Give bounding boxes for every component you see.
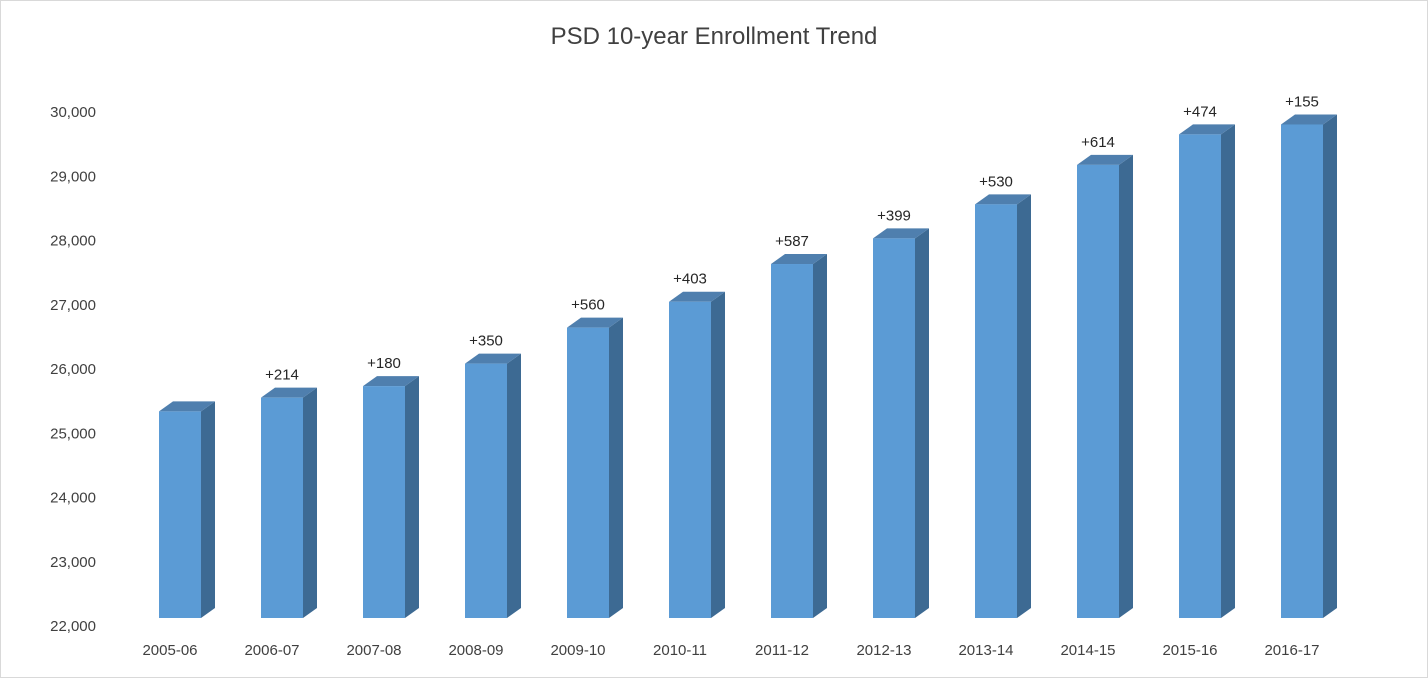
bar-top: [1179, 124, 1235, 135]
data-label: +614: [1081, 134, 1115, 151]
bar: [261, 387, 317, 618]
y-tick-label: 26,000: [50, 361, 96, 378]
bar-side: [915, 228, 929, 618]
bar-front: [1077, 164, 1119, 618]
bar-side: [1017, 194, 1031, 618]
bar-side: [201, 401, 215, 618]
y-tick-label: 23,000: [50, 554, 96, 571]
bar-top: [567, 317, 623, 328]
x-tick-label: 2008-09: [448, 642, 503, 659]
chart-title: PSD 10-year Enrollment Trend: [551, 23, 878, 50]
bars-group: [159, 114, 1337, 618]
bar: [873, 228, 929, 618]
bar-front: [1281, 124, 1323, 618]
bar-front: [261, 397, 303, 618]
y-tick-label: 22,000: [50, 618, 96, 635]
x-tick-label: 2006-07: [244, 642, 299, 659]
data-label: +214: [265, 367, 299, 384]
bar-top: [159, 401, 215, 412]
bar: [363, 376, 419, 618]
y-tick-label: 27,000: [50, 297, 96, 314]
bar-side: [711, 291, 725, 618]
bar-top: [1281, 114, 1337, 125]
x-tick-label: 2015-16: [1162, 642, 1217, 659]
data-label: +399: [877, 207, 911, 224]
data-label: +530: [979, 173, 1013, 190]
data-label: +180: [367, 355, 401, 372]
bar-top: [261, 387, 317, 398]
bar-side: [1119, 154, 1133, 618]
data-label: +560: [571, 297, 605, 314]
x-tick-label: 2010-11: [653, 642, 707, 659]
x-tick-label: 2011-12: [755, 642, 809, 659]
bar-front: [567, 327, 609, 618]
bar-front: [465, 363, 507, 618]
bar-top: [669, 291, 725, 302]
y-tick-label: 29,000: [50, 168, 96, 185]
x-axis: 2005-06 2006-07 2007-08 2008-09 2009-10 2010-…: [142, 642, 1319, 659]
data-label: +587: [775, 233, 809, 250]
y-tick-label: 25,000: [50, 425, 96, 442]
bar: [669, 291, 725, 618]
bar: [1077, 154, 1133, 618]
x-tick-label: 2014-15: [1060, 642, 1115, 659]
bar-front: [363, 386, 405, 618]
bar-top: [363, 376, 419, 387]
bar-top: [873, 228, 929, 239]
bar-top: [771, 254, 827, 265]
bar-front: [771, 264, 813, 618]
bar-side: [1323, 114, 1337, 618]
x-tick-label: 2016-17: [1264, 642, 1319, 659]
bar-front: [669, 301, 711, 618]
bar-front: [1179, 134, 1221, 618]
bar-side: [507, 353, 521, 618]
bar-side: [609, 317, 623, 618]
y-tick-label: 30,000: [50, 104, 96, 121]
bar-top: [465, 353, 521, 364]
x-tick-label: 2007-08: [346, 642, 401, 659]
bar-front: [975, 204, 1017, 618]
data-label: +155: [1285, 93, 1319, 110]
bar: [465, 353, 521, 618]
bar-side: [1221, 124, 1235, 618]
bar-top: [975, 194, 1031, 205]
x-tick-label: 2009-10: [550, 642, 605, 659]
x-tick-label: 2012-13: [856, 642, 911, 659]
bar-front: [873, 238, 915, 618]
data-label: +350: [469, 333, 503, 350]
bar: [975, 194, 1031, 618]
bar-side: [813, 254, 827, 618]
bar: [159, 401, 215, 618]
x-tick-label: 2013-14: [958, 642, 1013, 659]
data-labels-group: +214 +180 +350 +560 +403 +587 +399 +530 +614 +474…: [265, 93, 1319, 383]
bar-side: [303, 387, 317, 618]
bar: [771, 254, 827, 618]
bar: [567, 317, 623, 618]
bar-front: [159, 411, 201, 618]
y-tick-label: 28,000: [50, 233, 96, 250]
y-tick-label: 24,000: [50, 490, 96, 507]
bar-side: [405, 376, 419, 618]
y-axis: 22,000 23,000 24,000 25,000 26,000 27,000 28,0…: [50, 104, 96, 635]
bar: [1281, 114, 1337, 618]
data-label: +474: [1183, 103, 1217, 120]
bar: [1179, 124, 1235, 618]
x-tick-label: 2005-06: [142, 642, 197, 659]
bar-top: [1077, 154, 1133, 165]
data-label: +403: [673, 271, 707, 288]
